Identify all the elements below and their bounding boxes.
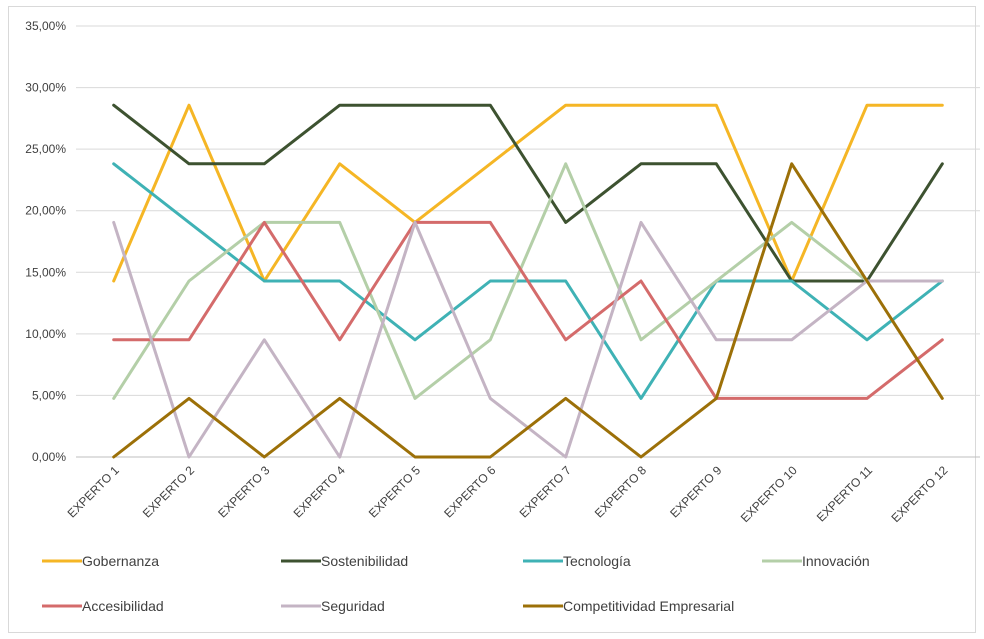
series-line-0 [112,103,944,283]
series-line-6 [112,162,944,459]
legend-label: Competitividad Empresarial [563,598,734,614]
legend-label: Seguridad [321,598,385,614]
x-tick-label: EXPERTO 1 [65,463,122,520]
legend-label: Innovación [802,553,870,569]
x-tick-label: EXPERTO 10 [738,463,800,525]
series-line-1 [112,103,944,283]
y-tick-label: 15,00% [25,265,66,279]
x-tick-label: EXPERTO 8 [592,463,649,520]
x-tick-label: EXPERTO 5 [366,463,423,520]
y-tick-label: 10,00% [25,327,66,341]
legend-label: Tecnología [563,553,631,569]
x-tick-label: EXPERTO 12 [889,463,951,525]
legend-label: Gobernanza [82,553,159,569]
x-tick-label: EXPERTO 3 [215,463,272,520]
y-tick-label: 30,00% [25,81,66,95]
x-tick-label: EXPERTO 2 [140,463,197,520]
series-line-4 [112,220,944,400]
x-tick-label: EXPERTO 11 [814,463,876,525]
x-tick-label: EXPERTO 9 [667,463,724,520]
legend-label: Accesibilidad [82,598,164,614]
y-tick-label: 0,00% [32,450,66,464]
x-tick-label: EXPERTO 6 [441,463,498,520]
series-line-5 [112,220,944,459]
y-tick-label: 20,00% [25,204,66,218]
legend-label: Sostenibilidad [321,553,408,569]
y-tick-label: 5,00% [32,388,66,402]
y-tick-label: 35,00% [25,19,66,33]
x-tick-label: EXPERTO 4 [291,463,348,520]
y-tick-label: 25,00% [25,142,66,156]
x-tick-label: EXPERTO 7 [517,463,574,520]
series-line-3 [112,162,944,400]
